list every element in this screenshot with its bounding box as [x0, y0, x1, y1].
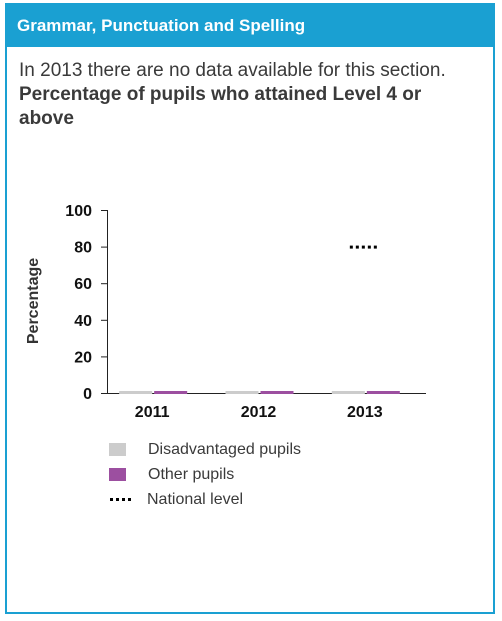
x-tick-label: 2012	[241, 404, 277, 421]
y-tick-label: 20	[74, 349, 92, 366]
y-tick-label: 40	[74, 313, 92, 330]
panel-content: In 2013 there are no data available for …	[7, 47, 493, 131]
national-level-dot	[349, 245, 353, 249]
chart-axes: 0 20 40 60 80 100 Percentage 2011 2012 2013	[25, 203, 426, 421]
y-axis-title: Percentage	[25, 258, 42, 344]
legend-swatch-national	[109, 493, 137, 506]
chart-bars	[119, 391, 400, 394]
bar-disadvantaged	[119, 391, 153, 394]
ks2-panel: Grammar, Punctuation and Spelling In 201…	[5, 3, 495, 614]
bar-disadvantaged	[225, 391, 259, 394]
legend-swatch-disadvantaged	[109, 443, 126, 456]
legend-label-national: National level	[147, 490, 244, 508]
x-tick-label: 2011	[135, 404, 170, 421]
y-tick-label: 100	[65, 203, 92, 220]
national-level-dot	[361, 245, 365, 249]
y-tick-label: 0	[83, 386, 92, 403]
panel-header: Grammar, Punctuation and Spelling	[7, 5, 493, 47]
bar-other	[366, 391, 400, 394]
legend-swatch-other	[109, 468, 126, 481]
bar-other	[154, 391, 188, 394]
national-level-dot	[355, 245, 359, 249]
chart-legend: Disadvantaged pupils Other pupils Nation…	[109, 437, 301, 512]
x-tick-label: 2013	[347, 404, 383, 421]
legend-item-other: Other pupils	[109, 462, 301, 487]
legend-label-other: Other pupils	[148, 465, 235, 483]
chart-title: Percentage of pupils who attained Level …	[19, 84, 422, 129]
bar-other	[260, 391, 294, 394]
national-level-line	[349, 245, 377, 249]
legend-label-disadvantaged: Disadvantaged pupils	[148, 440, 301, 458]
legend-item-national: National level	[109, 487, 301, 512]
y-tick-label: 60	[74, 276, 92, 293]
national-level-dot	[373, 245, 377, 249]
bar-disadvantaged	[331, 391, 365, 394]
legend-item-disadvantaged: Disadvantaged pupils	[109, 437, 301, 462]
no-data-notice: In 2013 there are no data available for …	[19, 60, 446, 81]
y-tick-label: 80	[74, 240, 92, 257]
national-level-dot	[367, 245, 371, 249]
